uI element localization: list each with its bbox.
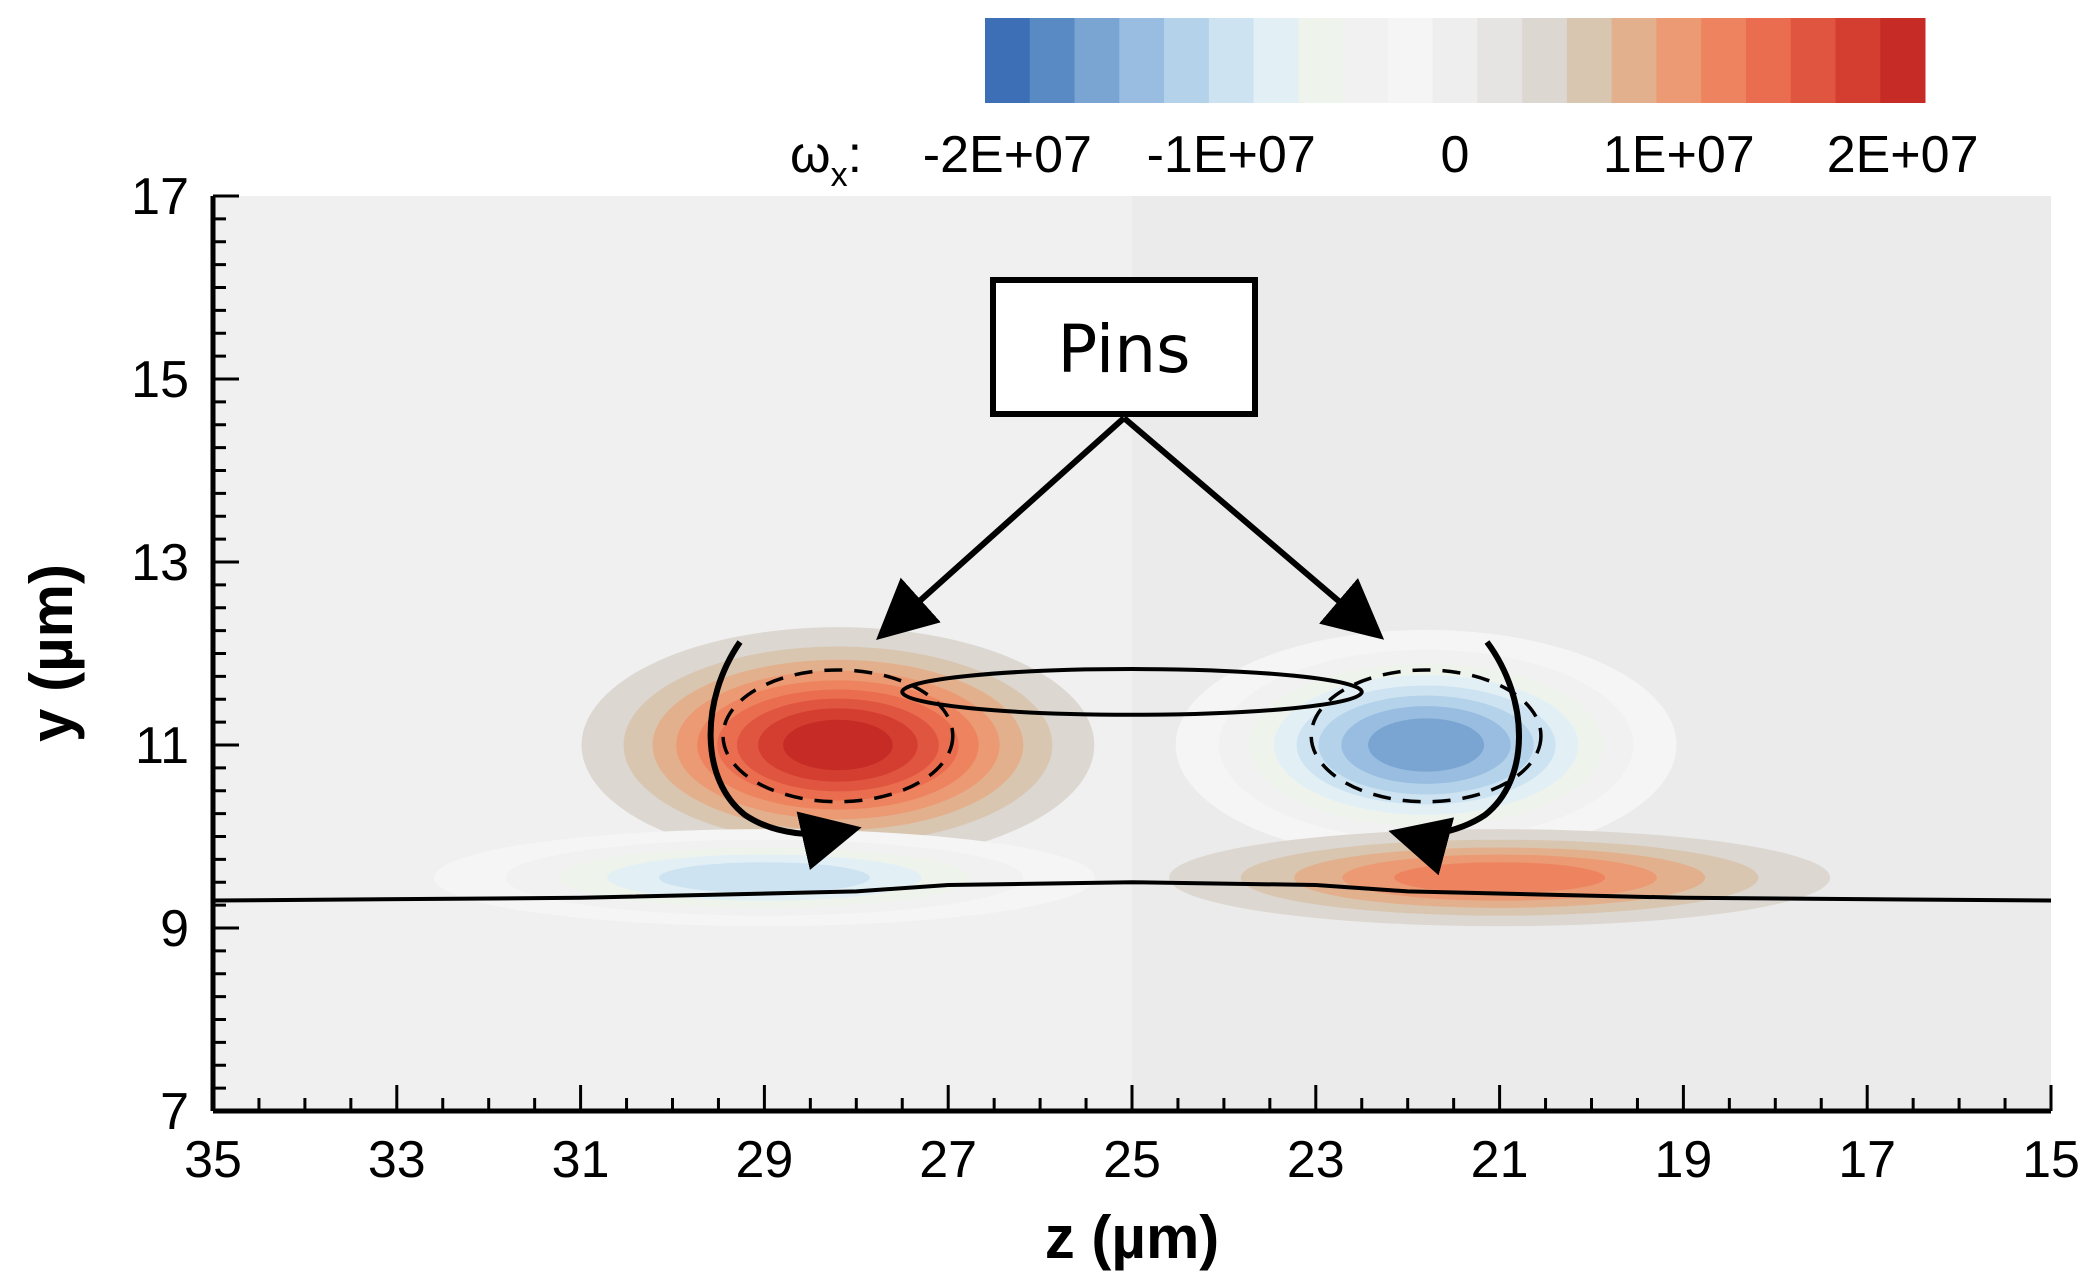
dashed-contour [721, 668, 955, 804]
colorbar-swatch [985, 18, 1031, 103]
colorbar-tick-label: 1E+07 [1603, 126, 1755, 184]
flow-lines [213, 667, 2051, 903]
colorbar-swatch [1164, 18, 1210, 103]
plot-background-right-half [1132, 196, 2051, 1111]
colorbar-swatch [1656, 18, 1702, 103]
x-tick-label: 35 [184, 1131, 242, 1189]
colorbar-swatch [1208, 18, 1255, 103]
colorbar-swatch [1029, 18, 1076, 103]
colorbar-swatch [1298, 18, 1344, 103]
y-tick-label: 7 [160, 1083, 189, 1141]
colorbar-swatch [1343, 18, 1389, 103]
x-tick-label: 21 [1471, 1131, 1529, 1189]
callout-label: Pins [1058, 311, 1191, 388]
colorbar-swatch [1611, 18, 1657, 103]
annotations: Pins [707, 277, 1522, 876]
interface-outline [900, 667, 1364, 717]
colorbar-swatch [1880, 18, 1926, 103]
y-tick-label: 9 [160, 900, 189, 958]
colorbar-tick-labels: -2E+07 -1E+07 0 1E+07 2E+07 [923, 126, 1979, 184]
colorbar-swatch [1387, 18, 1434, 103]
contour-level [658, 862, 870, 894]
x-tick-label: 23 [1287, 1131, 1345, 1189]
x-tick-label: 29 [735, 1131, 793, 1189]
wall-profile-line [213, 880, 2051, 903]
y-tick-label: 15 [131, 351, 189, 409]
contour-level [1394, 862, 1606, 894]
colorbar-tick-label: 0 [1441, 126, 1470, 184]
colorbar-swatch [1119, 18, 1165, 103]
rotation-arrow-right [1388, 640, 1522, 876]
callout-arrow-right [1122, 415, 1385, 640]
y-tick-label: 17 [131, 168, 189, 226]
x-tick-label: 31 [552, 1131, 610, 1189]
x-tick-label: 17 [1838, 1131, 1896, 1189]
colorbar [985, 18, 1926, 103]
rotation-arrow-left [707, 640, 862, 870]
x-tick-label: 25 [1103, 1131, 1161, 1189]
colorbar-swatch [1074, 18, 1120, 103]
x-tick-label: 33 [368, 1131, 426, 1189]
contour-level [783, 719, 893, 771]
x-tick-label: 19 [1654, 1131, 1712, 1189]
x-axis-title: z (µm) [1045, 1204, 1220, 1271]
callout-arrow-left [876, 415, 1127, 641]
colorbar-swatch [1566, 18, 1613, 103]
colorbar-swatch [1701, 18, 1747, 103]
y-tick-label: 11 [135, 717, 189, 775]
contour-level [1368, 718, 1485, 772]
axes: 7 9 11 13 15 17 35 33 31 29 27 25 23 21 19 17 15 [131, 168, 2080, 1189]
colorbar-swatch [1522, 18, 1568, 103]
colorbar-quantity-label: ωx: [790, 126, 862, 194]
dashed-contour [1309, 668, 1543, 804]
colorbar-swatch [1745, 18, 1792, 103]
colorbar-swatch [1835, 18, 1881, 103]
y-axis-title: y (µm) [18, 564, 85, 742]
colorbar-swatch [1790, 18, 1836, 103]
y-tick-label: 13 [131, 534, 189, 592]
colorbar-swatch [1477, 18, 1523, 103]
colorbar-swatch [1432, 18, 1478, 103]
colorbar-swatch [1253, 18, 1299, 103]
colorbar-tick-label: -2E+07 [923, 126, 1092, 184]
colorbar-tick-label: -1E+07 [1147, 126, 1316, 184]
x-tick-label: 15 [2022, 1131, 2080, 1189]
callout-box [990, 277, 1258, 417]
x-tick-label: 27 [919, 1131, 977, 1189]
colorbar-tick-label: 2E+07 [1827, 126, 1979, 184]
